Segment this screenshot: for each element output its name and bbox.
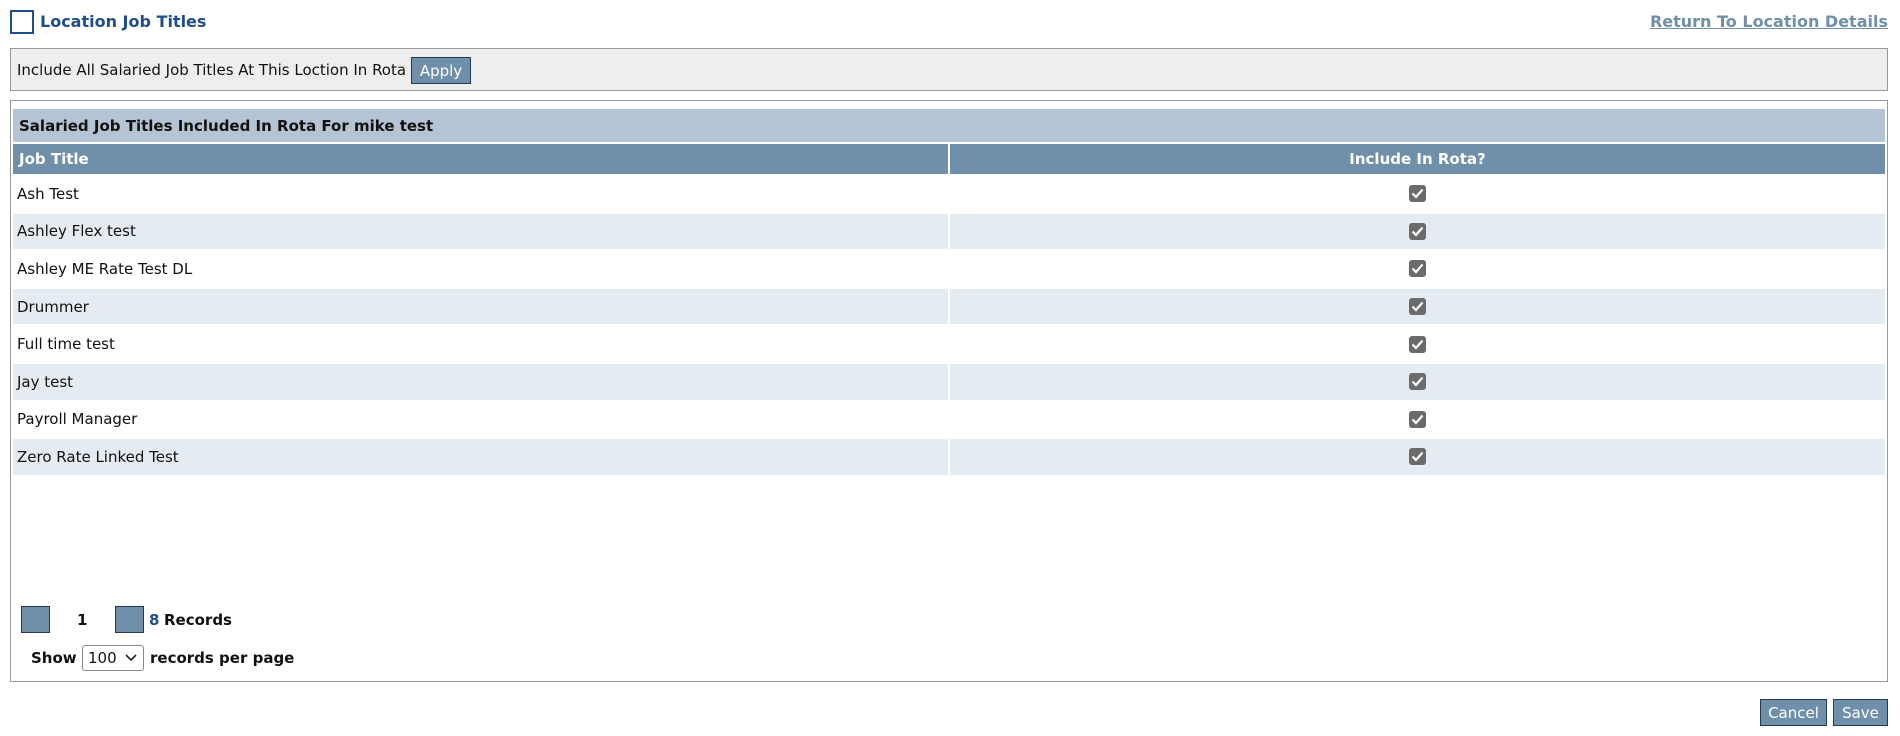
column-header: Include In Rota? [950,144,1885,174]
job-title-cell: Payroll Manager [13,401,948,438]
job-title-cell: Jay test [13,364,948,400]
column-header: Job Title [13,144,948,174]
include-checkbox[interactable] [1409,298,1426,316]
include-checkbox[interactable] [1409,373,1426,391]
filter-bar: Include All Salaried Job Titles At This … [10,48,1888,91]
per-page-suffix: records per page [150,649,295,667]
job-title-cell: Full time test [13,326,948,362]
dropdown-arrow [125,654,137,662]
header-icon [10,10,34,34]
filter-label: Include All Salaried Job Titles At This … [17,61,407,79]
job-title-cell: Drummer [13,288,948,325]
job-title-cell: Zero Rate Linked Test [13,439,948,475]
include-checkbox[interactable] [1409,335,1426,353]
check-mark [1411,226,1424,237]
check-mark [1411,189,1424,199]
check-mark [1411,301,1424,312]
panel [10,100,1888,682]
apply-button[interactable]: Apply [411,57,471,84]
check-mark [1411,377,1424,387]
record-count: 8 [149,611,160,629]
include-checkbox[interactable] [1409,222,1426,240]
page-title: Location Job Titles [40,12,207,31]
include-cell [950,176,1885,212]
include-cell [950,288,1885,325]
include-cell [950,213,1885,250]
cancel-button[interactable]: Cancel [1760,699,1827,726]
return-link[interactable]: Return To Location Details [1649,12,1888,31]
per-page-select[interactable]: 100 [82,645,144,671]
check-mark [1411,264,1424,275]
page-next[interactable] [115,606,144,633]
save-button[interactable]: Save [1833,699,1888,726]
include-checkbox[interactable] [1409,260,1426,278]
include-checkbox[interactable] [1409,448,1426,466]
include-checkbox[interactable] [1409,185,1426,203]
table-title: Salaried Job Titles Included In Rota For… [13,109,1885,142]
page-prev[interactable] [21,606,50,633]
check-mark [1411,339,1424,350]
job-title-cell: Ash Test [13,176,948,212]
job-title-cell: Ashley ME Rate Test DL [13,251,948,287]
include-cell [950,439,1885,475]
check-mark [1411,414,1424,425]
show-label: Show [31,649,77,667]
page-number: 1 [77,611,88,629]
check-mark [1411,452,1424,463]
per-page-value: 100 [88,649,117,667]
include-cell [950,364,1885,400]
include-cell [950,326,1885,362]
include-checkbox[interactable] [1409,410,1426,428]
records-label: Records [164,611,232,629]
job-title-cell: Ashley Flex test [13,213,948,250]
include-cell [950,401,1885,438]
include-cell [950,251,1885,287]
